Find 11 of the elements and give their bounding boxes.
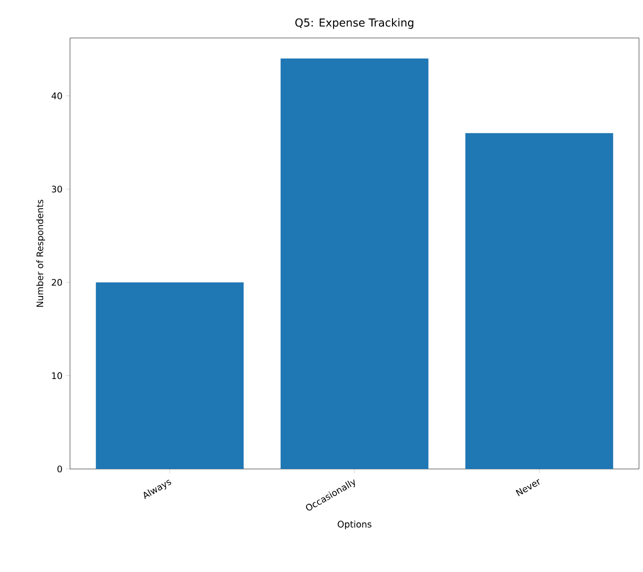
bar — [280, 58, 428, 469]
y-tick-label: 40 — [52, 92, 62, 100]
y-tick-label: 10 — [52, 372, 62, 380]
y-tick-label: 30 — [52, 186, 62, 192]
x-axis-title: Options — [338, 520, 372, 530]
y-tick-label: 0 — [57, 466, 62, 472]
bar — [96, 282, 244, 469]
chart-title: Q5: Expense Tracking — [295, 18, 414, 29]
y-axis-title: Number of Respondents — [36, 200, 45, 307]
y-tick-label: 20 — [52, 279, 62, 286]
bar — [465, 133, 614, 469]
